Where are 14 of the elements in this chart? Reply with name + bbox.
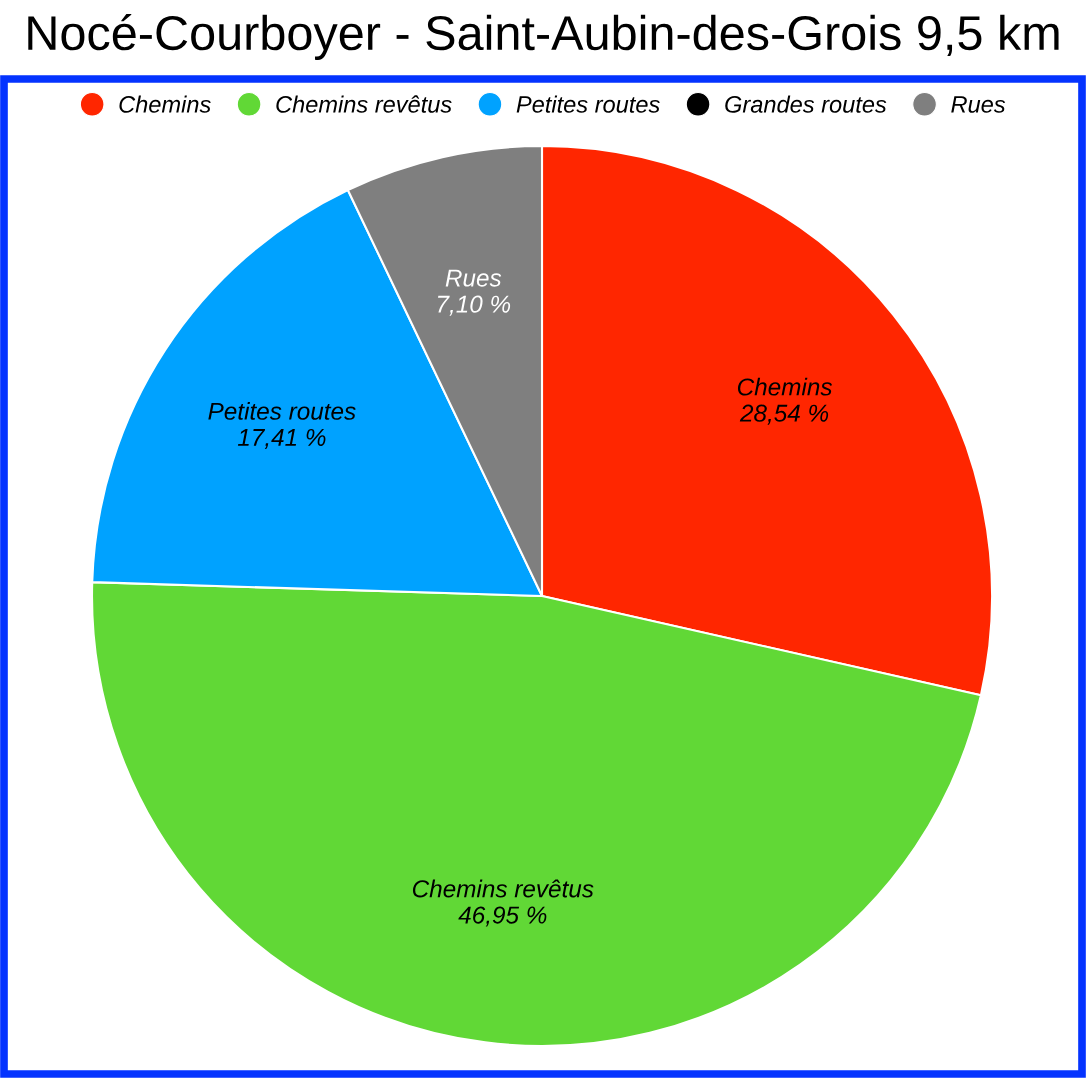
slice-label: Petites routes	[208, 402, 356, 420]
data-label: 46,95 %	[458, 906, 547, 927]
data-label: 7,10 %	[438, 295, 511, 316]
legend-label: Grandes routes	[725, 95, 887, 113]
slice-label: Chemins	[737, 377, 833, 396]
slice-label: Rues	[445, 269, 502, 287]
chart-title: Nocé-Courboyer - Saint-Aubin-des-Grois 9,5 km	[28, 14, 1059, 60]
data-label: 17,41 %	[237, 428, 326, 449]
data-label: 28,54 %	[739, 404, 829, 425]
legend-label: Rues	[951, 96, 1006, 113]
slice-label: Chemins revêtus	[412, 879, 594, 898]
legend-label: Chemins	[119, 95, 211, 113]
legend-label: Petites routes	[516, 95, 660, 113]
legend-label: Chemins revêtus	[276, 95, 452, 113]
